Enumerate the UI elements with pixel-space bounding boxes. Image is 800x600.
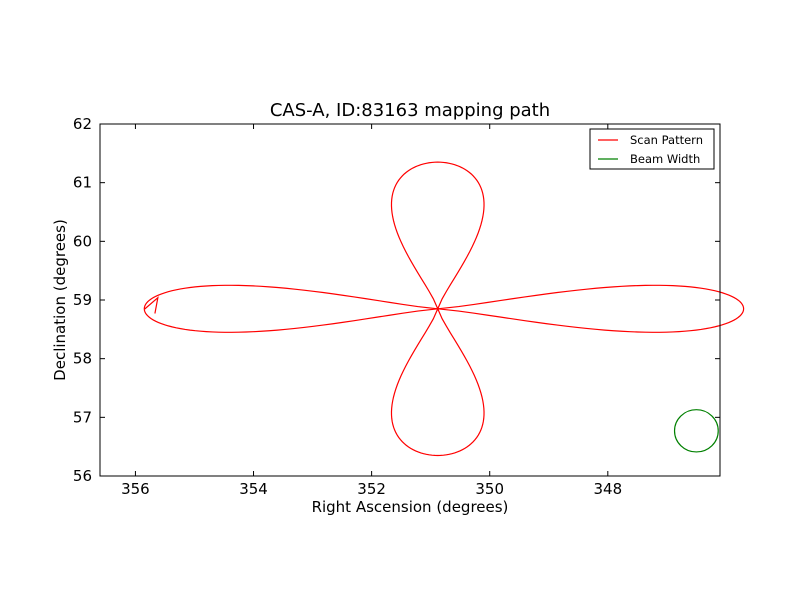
x-tick-label: 350 — [475, 480, 504, 498]
x-tick-label: 354 — [239, 480, 268, 498]
legend-box — [589, 128, 715, 170]
y-tick-label: 57 — [73, 408, 92, 426]
y-tick-label: 59 — [73, 291, 92, 309]
y-tick-label: 60 — [73, 232, 92, 250]
y-tick-label: 58 — [73, 350, 92, 368]
x-tick-label: 348 — [593, 480, 622, 498]
y-ticks: 56 57 58 59 60 61 62 — [73, 115, 92, 485]
plot-area — [100, 124, 720, 476]
y-axis-label: Declination (degrees) — [51, 219, 69, 381]
legend-label-beam-width: Beam Width — [630, 152, 700, 166]
chart-title: CAS-A, ID:83163 mapping path — [270, 100, 550, 121]
legend-label-scan-pattern: Scan Pattern — [630, 133, 703, 147]
legend: Scan Pattern Beam Width — [589, 128, 715, 170]
x-tick-label: 352 — [357, 480, 386, 498]
plot-frame — [99, 123, 721, 477]
y-tick-label: 61 — [73, 174, 92, 192]
scan-pattern-line — [143, 161, 745, 457]
y-tick-label: 62 — [73, 115, 92, 133]
x-ticks: 356 354 352 350 348 — [121, 480, 622, 498]
beam-width-circle — [673, 409, 719, 453]
x-axis-label: Right Ascension (degrees) — [312, 498, 509, 516]
x-tick-label: 356 — [121, 480, 150, 498]
y-tick-label: 56 — [73, 467, 92, 485]
